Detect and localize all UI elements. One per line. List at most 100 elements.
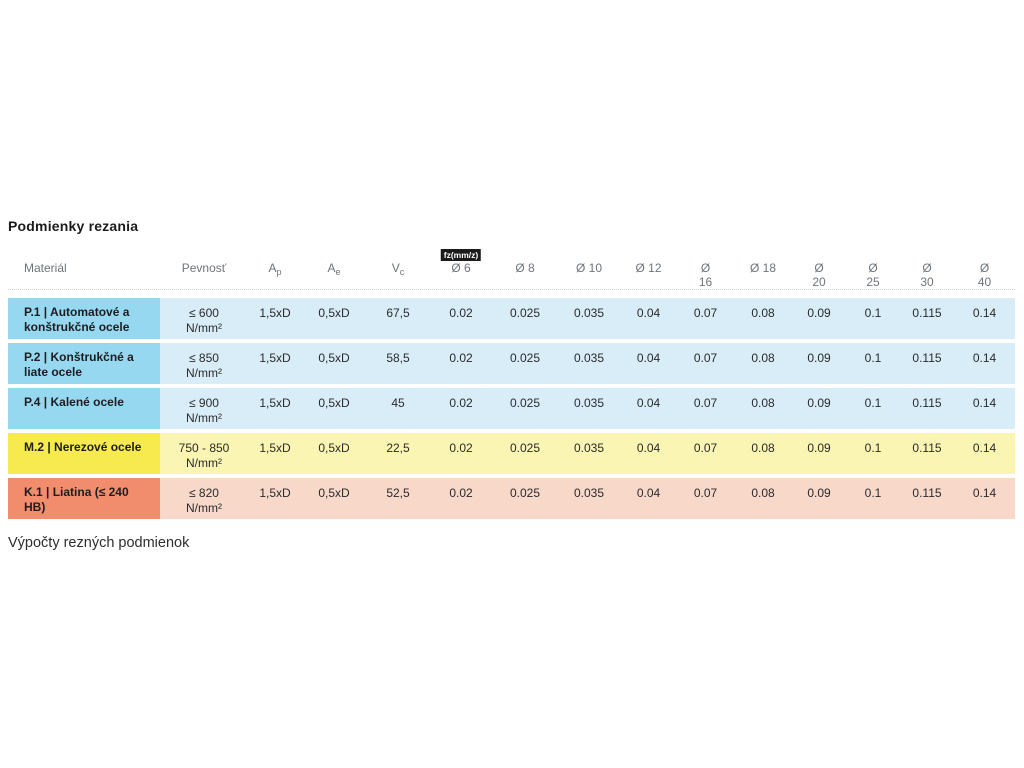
strength-cell: ≤ 600 N/mm² xyxy=(160,298,248,339)
column-header-ap: Ap xyxy=(248,261,302,279)
fz-cell: 0.02 xyxy=(430,388,492,429)
calculations-heading: Výpočty rezných podmienok xyxy=(8,535,190,551)
fz-cell: 0.09 xyxy=(792,298,846,339)
fz-cell: 0.025 xyxy=(492,343,558,384)
table-row-k1: K.1 | Liatina (≤ 240 HB) ≤ 820 N/mm² 1,5… xyxy=(8,478,1015,519)
column-header-vc: Vc xyxy=(366,261,430,279)
ap-subscript: p xyxy=(276,267,282,277)
ap-cell: 1,5xD xyxy=(248,298,302,339)
fz-cell: 0.14 xyxy=(954,388,1015,429)
fz-cell: 0.08 xyxy=(734,388,792,429)
fz-cell: 0.1 xyxy=(846,343,900,384)
fz-cell: 0.115 xyxy=(900,478,954,519)
fz-cell: 0.09 xyxy=(792,388,846,429)
fz-cell: 0.04 xyxy=(620,433,677,474)
strength-cell: ≤ 850 N/mm² xyxy=(160,343,248,384)
fz-cell: 0.04 xyxy=(620,298,677,339)
fz-cell: 0.025 xyxy=(492,433,558,474)
fz-cell: 0.02 xyxy=(430,478,492,519)
cutting-conditions-table: Materiál Pevnosť Ap Ae Vc fz(mm/z) Ø 6 Ø … xyxy=(8,249,1015,519)
fz-cell: 0.115 xyxy=(900,298,954,339)
fz-cell: 0.14 xyxy=(954,433,1015,474)
fz-cell: 0.04 xyxy=(620,478,677,519)
strength-cell: ≤ 900 N/mm² xyxy=(160,388,248,429)
ae-cell: 0,5xD xyxy=(302,388,366,429)
fz-cell: 0.1 xyxy=(846,388,900,429)
vc-cell: 58,5 xyxy=(366,343,430,384)
ae-cell: 0,5xD xyxy=(302,343,366,384)
column-header-ae: Ae xyxy=(302,261,366,279)
ae-cell: 0,5xD xyxy=(302,433,366,474)
vc-cell: 22,5 xyxy=(366,433,430,474)
fz-cell: 0.1 xyxy=(846,433,900,474)
vc-cell: 52,5 xyxy=(366,478,430,519)
fz-cell: 0.04 xyxy=(620,343,677,384)
ap-cell: 1,5xD xyxy=(248,388,302,429)
ae-symbol: A xyxy=(327,261,336,275)
vc-symbol: V xyxy=(391,261,400,275)
fz-cell: 0.07 xyxy=(677,433,734,474)
fz-cell: 0.115 xyxy=(900,388,954,429)
column-header-d10: Ø 10 xyxy=(575,261,602,275)
d6-label: Ø 6 xyxy=(451,261,471,275)
column-header-material: Materiál xyxy=(24,261,67,275)
fz-cell: 0.04 xyxy=(620,388,677,429)
fz-cell: 0.035 xyxy=(558,388,620,429)
vc-cell: 45 xyxy=(366,388,430,429)
fz-unit-badge: fz(mm/z) xyxy=(440,249,482,261)
column-header-d40: Ø 40 xyxy=(977,261,992,289)
fz-cell: 0.09 xyxy=(792,478,846,519)
fz-cell: 0.07 xyxy=(677,298,734,339)
column-header-strength: Pevnosť xyxy=(181,261,227,275)
fz-cell: 0.035 xyxy=(558,343,620,384)
fz-cell: 0.07 xyxy=(677,478,734,519)
fz-cell: 0.09 xyxy=(792,343,846,384)
column-header-d16: Ø 16 xyxy=(698,261,713,289)
fz-cell: 0.08 xyxy=(734,343,792,384)
fz-cell: 0.025 xyxy=(492,298,558,339)
fz-cell: 0.14 xyxy=(954,298,1015,339)
fz-cell: 0.02 xyxy=(430,343,492,384)
column-header-d8: Ø 8 xyxy=(515,261,535,275)
fz-cell: 0.08 xyxy=(734,433,792,474)
column-header-d12: Ø 12 xyxy=(635,261,662,275)
table-row-p4: P.4 | Kalené ocele ≤ 900 N/mm² 1,5xD 0,5… xyxy=(8,388,1015,429)
ap-cell: 1,5xD xyxy=(248,478,302,519)
table-row-m2: M.2 | Nerezové ocele 750 - 850 N/mm² 1,5… xyxy=(8,433,1015,474)
fz-cell: 0.02 xyxy=(430,298,492,339)
fz-cell: 0.035 xyxy=(558,433,620,474)
ae-subscript: e xyxy=(335,267,341,277)
column-header-d18: Ø 18 xyxy=(749,261,776,275)
fz-cell: 0.035 xyxy=(558,298,620,339)
fz-cell: 0.115 xyxy=(900,433,954,474)
fz-cell: 0.09 xyxy=(792,433,846,474)
column-header-d25: Ø 25 xyxy=(866,261,880,289)
ap-symbol: A xyxy=(268,261,277,275)
fz-cell: 0.08 xyxy=(734,478,792,519)
ap-cell: 1,5xD xyxy=(248,343,302,384)
fz-cell: 0.035 xyxy=(558,478,620,519)
table-row-p2: P.2 | Konštrukčné a liate ocele ≤ 850 N/… xyxy=(8,343,1015,384)
material-cell: K.1 | Liatina (≤ 240 HB) xyxy=(8,478,160,519)
material-cell: M.2 | Nerezové ocele xyxy=(8,433,160,474)
page-content: Podmienky rezania Materiál Pevnosť Ap Ae… xyxy=(8,218,1015,551)
ae-cell: 0,5xD xyxy=(302,298,366,339)
table-header-row: Materiál Pevnosť Ap Ae Vc fz(mm/z) Ø 6 Ø … xyxy=(8,249,1015,290)
column-header-d6: fz(mm/z) Ø 6 xyxy=(430,249,492,275)
material-cell: P.2 | Konštrukčné a liate ocele xyxy=(8,343,160,384)
fz-cell: 0.07 xyxy=(677,388,734,429)
strength-cell: 750 - 850 N/mm² xyxy=(160,433,248,474)
material-cell: P.1 | Automatové a konštrukčné ocele xyxy=(8,298,160,339)
fz-cell: 0.115 xyxy=(900,343,954,384)
ae-cell: 0,5xD xyxy=(302,478,366,519)
fz-cell: 0.025 xyxy=(492,388,558,429)
column-header-d30: Ø 30 xyxy=(920,261,934,289)
fz-cell: 0.1 xyxy=(846,478,900,519)
fz-cell: 0.14 xyxy=(954,343,1015,384)
fz-cell: 0.025 xyxy=(492,478,558,519)
section-title: Podmienky rezania xyxy=(8,218,139,234)
strength-cell: ≤ 820 N/mm² xyxy=(160,478,248,519)
ap-cell: 1,5xD xyxy=(248,433,302,474)
fz-cell: 0.08 xyxy=(734,298,792,339)
column-header-d20: Ø 20 xyxy=(812,261,826,289)
